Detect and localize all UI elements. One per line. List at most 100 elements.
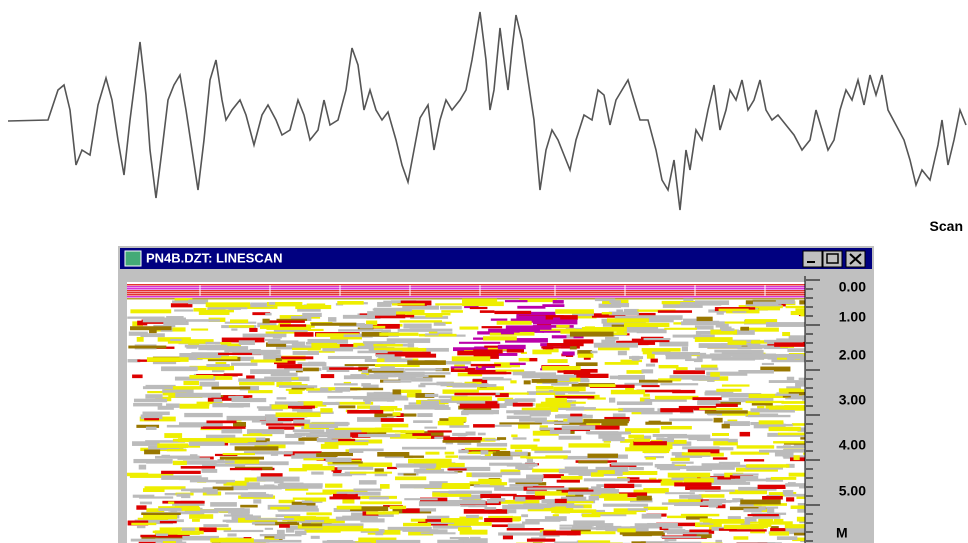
streak (762, 496, 783, 500)
streak (637, 496, 652, 501)
streak (224, 438, 256, 442)
streak (617, 401, 652, 405)
streak (458, 450, 468, 454)
streak (672, 462, 694, 464)
streak (532, 379, 558, 383)
streak (330, 337, 362, 340)
depth-label: 5.00 (839, 483, 866, 499)
streak (273, 335, 282, 339)
streak (527, 539, 555, 542)
streak (705, 410, 748, 413)
streak (673, 370, 705, 374)
streak (694, 360, 703, 363)
streak (759, 420, 784, 424)
streak (685, 486, 721, 490)
streak (265, 313, 271, 316)
streak (577, 523, 613, 526)
streak (164, 433, 182, 438)
streak (392, 303, 425, 305)
streak (589, 496, 599, 501)
streak (611, 390, 645, 394)
streak (302, 313, 322, 317)
streak (381, 330, 391, 333)
streak (240, 505, 257, 508)
streak (445, 455, 458, 457)
streak (526, 456, 567, 458)
streak (292, 348, 321, 350)
streak (481, 450, 489, 454)
streak (605, 362, 639, 365)
streak (266, 327, 311, 330)
streak (425, 452, 439, 455)
streak (682, 347, 688, 352)
streak (468, 372, 512, 374)
streak (775, 394, 799, 396)
streak (519, 358, 530, 361)
streak (337, 301, 363, 305)
streak (643, 488, 668, 492)
streak (380, 484, 390, 489)
streak (224, 530, 264, 532)
streak (624, 323, 669, 327)
streak (535, 419, 544, 423)
streak (655, 464, 675, 468)
streak (143, 488, 165, 492)
streak (695, 300, 729, 305)
streak (594, 343, 638, 348)
streak (447, 468, 466, 470)
streak (251, 359, 288, 362)
streak (626, 370, 643, 374)
streak (359, 480, 377, 484)
streak (517, 306, 545, 309)
streak (642, 514, 662, 519)
streak (568, 392, 595, 394)
streak (419, 372, 451, 374)
streak (400, 320, 442, 322)
streak (545, 398, 566, 403)
streak (794, 455, 800, 460)
streak (766, 406, 792, 410)
streak (161, 366, 198, 371)
streak (203, 426, 246, 428)
streak (740, 327, 749, 331)
streak (481, 456, 513, 459)
streak (664, 328, 697, 330)
streak (667, 532, 709, 534)
streak (127, 286, 805, 288)
streak (647, 354, 655, 359)
streak (312, 498, 326, 502)
streak (712, 358, 755, 360)
streak (373, 344, 402, 347)
streak (652, 319, 660, 322)
streak (365, 399, 371, 404)
streak (527, 487, 568, 489)
streak (767, 508, 774, 513)
streak (684, 478, 714, 483)
streak (162, 389, 193, 393)
streak (746, 401, 784, 403)
streak (407, 360, 446, 365)
streak (220, 457, 264, 460)
streak (515, 450, 522, 452)
streak (555, 309, 594, 314)
streak (374, 308, 412, 312)
streak (501, 472, 521, 475)
streak (710, 372, 720, 377)
streak (509, 478, 543, 482)
streak (555, 499, 567, 503)
streak (166, 403, 180, 407)
streak (591, 351, 598, 353)
streak (370, 406, 381, 411)
minimize-button[interactable] (803, 251, 822, 267)
streak (659, 365, 679, 368)
streak (613, 413, 626, 417)
streak (719, 309, 754, 312)
streak (241, 494, 269, 497)
streak (488, 329, 520, 333)
streak (661, 426, 692, 429)
streak (497, 437, 506, 440)
streak (498, 532, 543, 535)
streak (316, 453, 337, 457)
streak (180, 438, 225, 442)
streak (277, 397, 287, 399)
